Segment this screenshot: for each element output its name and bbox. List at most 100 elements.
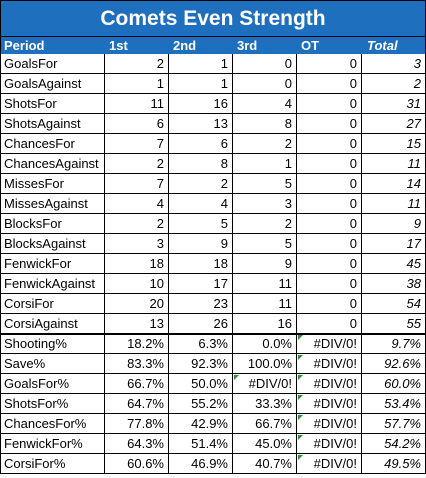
value-cell[interactable]: 0 xyxy=(297,54,362,74)
value-cell[interactable]: 2 xyxy=(362,74,426,94)
value-cell[interactable]: 0.0% xyxy=(233,334,297,354)
value-cell[interactable]: 55.2% xyxy=(169,394,233,414)
row-label-cell[interactable]: Shooting% xyxy=(0,334,105,354)
value-cell[interactable]: #DIV/0! xyxy=(297,374,362,394)
value-cell[interactable]: 10 xyxy=(105,274,169,294)
value-cell[interactable]: 54 xyxy=(362,294,426,314)
value-cell[interactable]: 6 xyxy=(169,134,233,154)
value-cell[interactable]: #DIV/0! xyxy=(233,374,297,394)
value-cell[interactable]: 0 xyxy=(297,314,362,334)
value-cell[interactable]: 42.9% xyxy=(169,414,233,434)
value-cell[interactable]: 33.3% xyxy=(233,394,297,414)
value-cell[interactable]: 0 xyxy=(297,254,362,274)
value-cell[interactable]: 11 xyxy=(362,194,426,214)
row-label-cell[interactable]: ChancesAgainst xyxy=(0,154,105,174)
value-cell[interactable]: 92.6% xyxy=(362,354,426,374)
row-label-cell[interactable]: ChancesFor% xyxy=(0,414,105,434)
value-cell[interactable]: 0 xyxy=(297,214,362,234)
value-cell[interactable]: 11 xyxy=(233,274,297,294)
value-cell[interactable]: 49.5% xyxy=(362,454,426,474)
value-cell[interactable]: 1 xyxy=(233,154,297,174)
value-cell[interactable]: 46.9% xyxy=(169,454,233,474)
value-cell[interactable]: 4 xyxy=(233,94,297,114)
value-cell[interactable]: 14 xyxy=(362,174,426,194)
value-cell[interactable]: 4 xyxy=(105,194,169,214)
value-cell[interactable]: 2 xyxy=(105,154,169,174)
value-cell[interactable]: 16 xyxy=(233,314,297,334)
row-label-cell[interactable]: MissesAgainst xyxy=(0,194,105,214)
value-cell[interactable]: 16 xyxy=(169,94,233,114)
value-cell[interactable]: #DIV/0! xyxy=(297,394,362,414)
value-cell[interactable]: 7 xyxy=(105,134,169,154)
value-cell[interactable]: 57.7% xyxy=(362,414,426,434)
value-cell[interactable]: 77.8% xyxy=(105,414,169,434)
row-label-cell[interactable]: ShotsAgainst xyxy=(0,114,105,134)
value-cell[interactable]: 0 xyxy=(297,294,362,314)
value-cell[interactable]: 26 xyxy=(169,314,233,334)
row-label-cell[interactable]: FenwickAgainst xyxy=(0,274,105,294)
row-label-cell[interactable]: ShotsFor% xyxy=(0,394,105,414)
row-label-cell[interactable]: Save% xyxy=(0,354,105,374)
value-cell[interactable]: 0 xyxy=(233,54,297,74)
value-cell[interactable]: 64.7% xyxy=(105,394,169,414)
value-cell[interactable]: 8 xyxy=(233,114,297,134)
value-cell[interactable]: 60.0% xyxy=(362,374,426,394)
value-cell[interactable]: 55 xyxy=(362,314,426,334)
row-label-cell[interactable]: ShotsFor xyxy=(0,94,105,114)
value-cell[interactable]: 0 xyxy=(297,114,362,134)
value-cell[interactable]: 8 xyxy=(169,154,233,174)
value-cell[interactable]: #DIV/0! xyxy=(297,334,362,354)
value-cell[interactable]: 64.3% xyxy=(105,434,169,454)
value-cell[interactable]: 11 xyxy=(105,94,169,114)
row-label-cell[interactable]: BlocksAgainst xyxy=(0,234,105,254)
row-label-cell[interactable]: GoalsAgainst xyxy=(0,74,105,94)
value-cell[interactable]: 92.3% xyxy=(169,354,233,374)
value-cell[interactable]: 3 xyxy=(105,234,169,254)
value-cell[interactable]: 2 xyxy=(233,134,297,154)
value-cell[interactable]: 50.0% xyxy=(169,374,233,394)
value-cell[interactable]: 5 xyxy=(233,174,297,194)
value-cell[interactable]: 53.4% xyxy=(362,394,426,414)
value-cell[interactable]: 9 xyxy=(169,234,233,254)
value-cell[interactable]: 2 xyxy=(105,214,169,234)
value-cell[interactable]: 31 xyxy=(362,94,426,114)
value-cell[interactable]: 1 xyxy=(105,74,169,94)
value-cell[interactable]: 5 xyxy=(169,214,233,234)
value-cell[interactable]: 0 xyxy=(297,134,362,154)
value-cell[interactable]: 27 xyxy=(362,114,426,134)
value-cell[interactable]: 66.7% xyxy=(105,374,169,394)
value-cell[interactable]: 13 xyxy=(105,314,169,334)
value-cell[interactable]: 45.0% xyxy=(233,434,297,454)
row-label-cell[interactable]: MissesFor xyxy=(0,174,105,194)
row-label-cell[interactable]: CorsiFor% xyxy=(0,454,105,474)
row-label-cell[interactable]: ChancesFor xyxy=(0,134,105,154)
value-cell[interactable]: #DIV/0! xyxy=(297,354,362,374)
value-cell[interactable]: 3 xyxy=(362,54,426,74)
value-cell[interactable]: 40.7% xyxy=(233,454,297,474)
value-cell[interactable]: 20 xyxy=(105,294,169,314)
value-cell[interactable]: 6.3% xyxy=(169,334,233,354)
value-cell[interactable]: #DIV/0! xyxy=(297,434,362,454)
row-label-cell[interactable]: GoalsFor% xyxy=(0,374,105,394)
value-cell[interactable]: 18 xyxy=(169,254,233,274)
value-cell[interactable]: 1 xyxy=(169,54,233,74)
value-cell[interactable]: 0 xyxy=(297,174,362,194)
value-cell[interactable]: 6 xyxy=(105,114,169,134)
value-cell[interactable]: 83.3% xyxy=(105,354,169,374)
value-cell[interactable]: 9 xyxy=(362,214,426,234)
value-cell[interactable]: 3 xyxy=(233,194,297,214)
value-cell[interactable]: 4 xyxy=(169,194,233,214)
value-cell[interactable]: 1 xyxy=(169,74,233,94)
value-cell[interactable]: 0 xyxy=(297,154,362,174)
value-cell[interactable]: 13 xyxy=(169,114,233,134)
row-label-cell[interactable]: GoalsFor xyxy=(0,54,105,74)
value-cell[interactable]: #DIV/0! xyxy=(297,414,362,434)
value-cell[interactable]: 9.7% xyxy=(362,334,426,354)
value-cell[interactable]: 18 xyxy=(105,254,169,274)
value-cell[interactable]: 54.2% xyxy=(362,434,426,454)
row-label-cell[interactable]: FenwickFor xyxy=(0,254,105,274)
value-cell[interactable]: 2 xyxy=(169,174,233,194)
value-cell[interactable]: 0 xyxy=(297,74,362,94)
value-cell[interactable]: 9 xyxy=(233,254,297,274)
value-cell[interactable]: 0 xyxy=(297,194,362,214)
